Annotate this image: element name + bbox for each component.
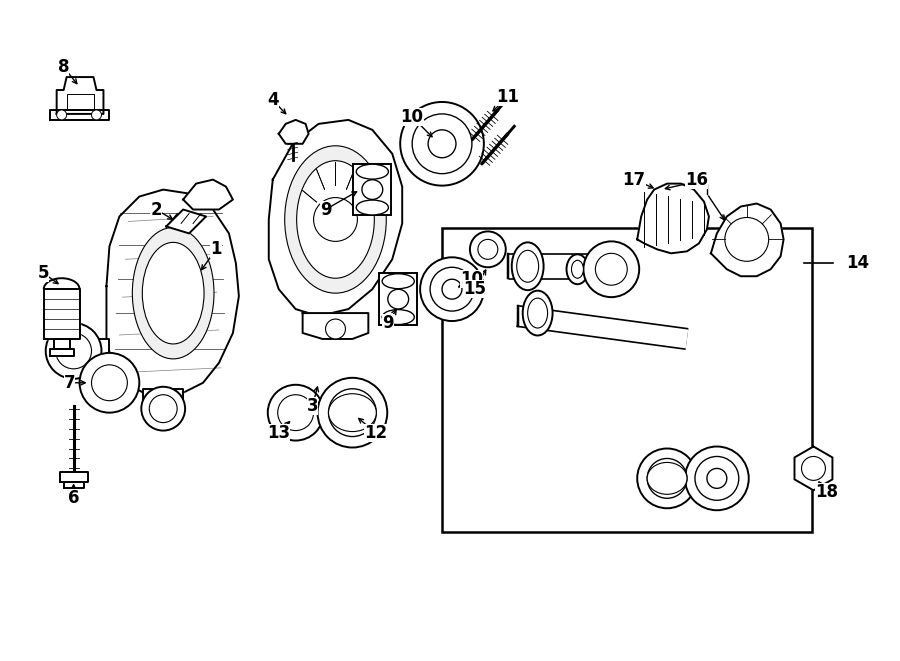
Polygon shape xyxy=(50,110,110,120)
Circle shape xyxy=(478,239,498,259)
Circle shape xyxy=(802,457,825,481)
Ellipse shape xyxy=(362,180,382,200)
Polygon shape xyxy=(166,210,206,233)
Circle shape xyxy=(724,217,769,261)
Text: 16: 16 xyxy=(686,171,708,188)
Text: 18: 18 xyxy=(814,483,838,501)
Text: 12: 12 xyxy=(364,424,387,442)
Ellipse shape xyxy=(512,243,544,290)
Polygon shape xyxy=(302,313,368,339)
Text: 5: 5 xyxy=(38,264,50,282)
Ellipse shape xyxy=(328,394,376,432)
Circle shape xyxy=(56,333,92,369)
Circle shape xyxy=(46,323,102,379)
Text: 17: 17 xyxy=(623,171,646,188)
Ellipse shape xyxy=(523,291,553,336)
Polygon shape xyxy=(183,180,233,210)
Polygon shape xyxy=(143,389,183,406)
Circle shape xyxy=(428,130,456,158)
Circle shape xyxy=(430,267,474,311)
Polygon shape xyxy=(67,94,94,110)
Text: 15: 15 xyxy=(464,280,486,298)
Circle shape xyxy=(79,353,140,412)
Circle shape xyxy=(647,459,687,498)
Circle shape xyxy=(400,102,484,186)
Circle shape xyxy=(92,110,102,120)
Polygon shape xyxy=(59,473,87,483)
Ellipse shape xyxy=(647,463,687,494)
Polygon shape xyxy=(57,77,104,114)
Ellipse shape xyxy=(284,146,386,293)
Text: 8: 8 xyxy=(58,58,69,76)
Ellipse shape xyxy=(566,254,589,284)
Circle shape xyxy=(420,257,484,321)
Text: 4: 4 xyxy=(267,91,279,109)
Ellipse shape xyxy=(356,164,389,179)
Ellipse shape xyxy=(356,200,389,215)
Bar xyxy=(354,164,392,215)
Circle shape xyxy=(637,449,697,508)
Text: 9: 9 xyxy=(320,200,331,219)
Text: 6: 6 xyxy=(68,489,79,507)
Circle shape xyxy=(318,378,387,447)
Bar xyxy=(442,229,813,532)
Ellipse shape xyxy=(382,274,414,289)
Polygon shape xyxy=(106,190,238,396)
Circle shape xyxy=(268,385,323,440)
Text: 9: 9 xyxy=(382,314,394,332)
Polygon shape xyxy=(269,120,402,316)
Circle shape xyxy=(470,231,506,267)
Circle shape xyxy=(92,365,128,401)
Ellipse shape xyxy=(527,298,547,328)
Text: 13: 13 xyxy=(267,424,291,442)
Ellipse shape xyxy=(382,309,414,325)
Ellipse shape xyxy=(142,243,204,344)
Text: 10: 10 xyxy=(400,108,424,126)
Text: 3: 3 xyxy=(307,397,319,414)
Polygon shape xyxy=(84,339,110,363)
Text: 10: 10 xyxy=(461,270,483,288)
Circle shape xyxy=(442,279,462,299)
Circle shape xyxy=(685,447,749,510)
Circle shape xyxy=(313,198,357,241)
Circle shape xyxy=(326,319,346,339)
Text: 14: 14 xyxy=(846,254,869,272)
Ellipse shape xyxy=(572,260,583,278)
Polygon shape xyxy=(637,184,709,253)
Circle shape xyxy=(596,253,627,285)
Circle shape xyxy=(695,457,739,500)
Circle shape xyxy=(278,395,313,430)
Polygon shape xyxy=(795,447,833,490)
Circle shape xyxy=(141,387,185,430)
Polygon shape xyxy=(64,483,84,488)
Ellipse shape xyxy=(388,290,409,309)
Circle shape xyxy=(583,241,639,297)
Polygon shape xyxy=(50,349,74,356)
Ellipse shape xyxy=(517,251,538,282)
Ellipse shape xyxy=(297,161,374,278)
Circle shape xyxy=(328,389,376,436)
Text: 11: 11 xyxy=(496,88,519,106)
Polygon shape xyxy=(711,204,784,276)
Polygon shape xyxy=(279,120,309,144)
Circle shape xyxy=(706,469,727,488)
Bar xyxy=(379,273,417,325)
Polygon shape xyxy=(54,339,69,349)
Text: 7: 7 xyxy=(64,373,76,392)
Ellipse shape xyxy=(132,227,214,359)
Circle shape xyxy=(149,395,177,422)
Circle shape xyxy=(57,110,67,120)
Text: 2: 2 xyxy=(150,200,162,219)
Circle shape xyxy=(412,114,472,174)
Polygon shape xyxy=(44,289,79,339)
Text: 1: 1 xyxy=(211,241,221,258)
